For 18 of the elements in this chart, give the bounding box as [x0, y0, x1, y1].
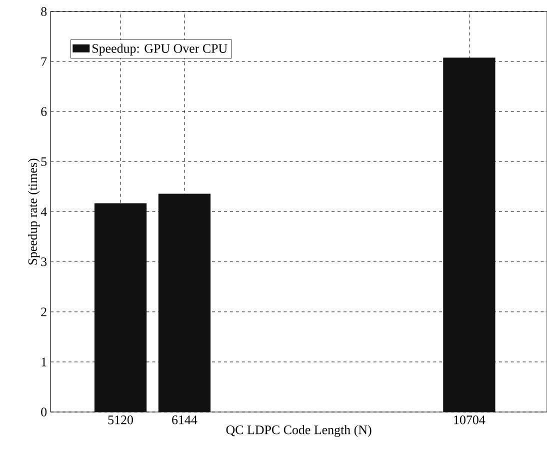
y-tick-label: 5	[41, 157, 47, 166]
y-tick-label: 4	[40, 207, 47, 216]
y-tick-label: 8	[41, 7, 47, 16]
y-axis-title: Speedup rate (times)	[28, 158, 40, 264]
x-tick-label: 10704	[454, 416, 486, 424]
y-tick-label: 0	[41, 408, 47, 416]
x-tick-label: 5120	[108, 416, 133, 424]
y-tick-label: 6	[41, 107, 47, 116]
y-tick-label: 3	[41, 257, 47, 266]
x-tick-label: 6144	[172, 416, 198, 424]
y-tick-label: 7	[41, 57, 47, 66]
x-axis-title: QC LDPC Code Length (N)	[226, 425, 372, 437]
y-tick-label: 1	[42, 358, 46, 366]
bar	[158, 194, 211, 412]
y-tick-label: 2	[41, 308, 46, 316]
bar	[443, 58, 496, 412]
bar	[94, 203, 147, 412]
legend-label: Speedup: GPU Over CPU	[92, 44, 228, 56]
